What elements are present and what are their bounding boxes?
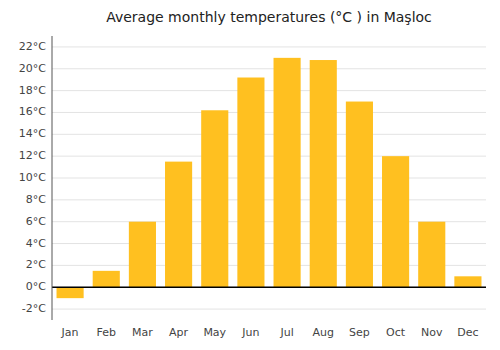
bar: [454, 276, 481, 287]
x-tick-label: Aug: [313, 326, 334, 339]
bar: [201, 110, 228, 287]
x-tick-label: Jul: [279, 326, 293, 339]
x-tick-label: Feb: [97, 326, 116, 339]
bar: [129, 222, 156, 288]
x-tick-label: May: [203, 326, 226, 339]
y-tick-label: 22°C: [19, 40, 46, 53]
x-tick-label: Nov: [421, 326, 443, 339]
bars: [57, 58, 482, 298]
x-tick-label: Jun: [241, 326, 259, 339]
y-tick-label: 10°C: [19, 171, 46, 184]
x-tick-label: Dec: [457, 326, 478, 339]
title: Average monthly temperatures (°C ) in Ma…: [106, 9, 432, 25]
grid-line: [52, 68, 486, 69]
x-tick-label: Mar: [132, 326, 153, 339]
grid-line: [52, 287, 486, 288]
x-tick-label: Oct: [386, 326, 406, 339]
y-tick-label: 6°C: [26, 215, 46, 228]
bar: [382, 156, 409, 287]
zero-line: [52, 286, 486, 288]
x-tick-label: Apr: [169, 326, 189, 339]
y-tick-label: 2°C: [26, 258, 46, 271]
x-tick-label: Jan: [61, 326, 79, 339]
y-tick-label: 16°C: [19, 105, 46, 118]
grid-line: [52, 156, 486, 157]
grid-line: [52, 90, 486, 91]
bar: [274, 58, 301, 287]
bar: [310, 60, 337, 287]
y-tick-label: 12°C: [19, 149, 46, 162]
chart: -2°C 0°C 2°C 4°C 6°C 8°C 10°C 12°C 14°C 16°C 18°C 2…: [0, 0, 500, 350]
grid-line: [52, 46, 486, 47]
grid-line: [52, 199, 486, 200]
x-tick-labels: Jan Feb Mar Apr May Jun Jul Aug Sep Oct Nov Dec: [61, 326, 479, 339]
bar: [93, 271, 120, 287]
bar: [346, 102, 373, 288]
grid-line: [52, 178, 486, 179]
y-grid: [52, 47, 486, 309]
y-tick-label: 14°C: [19, 127, 46, 140]
y-tick-label: -2°C: [22, 302, 46, 315]
grid-line: [52, 112, 486, 113]
y-tick-labels: -2°C 0°C 2°C 4°C 6°C 8°C 10°C 12°C 14°C 16°C 18°C 2…: [19, 40, 46, 315]
y-tick-label: 20°C: [19, 62, 46, 75]
y-tick-label: 0°C: [26, 280, 46, 293]
grid-line: [52, 309, 486, 310]
bar: [237, 78, 264, 288]
bar: [57, 287, 84, 298]
y-axis-line: [52, 36, 53, 320]
grid-line: [52, 134, 486, 135]
y-tick-label: 8°C: [26, 193, 46, 206]
y-tick-label: 18°C: [19, 84, 46, 97]
y-tick-label: 4°C: [26, 237, 46, 250]
chart-container: -2°C 0°C 2°C 4°C 6°C 8°C 10°C 12°C 14°C 16°C 18°C 2…: [0, 0, 500, 350]
bar: [418, 222, 445, 288]
x-tick-label: Sep: [349, 326, 370, 339]
bar: [165, 162, 192, 288]
